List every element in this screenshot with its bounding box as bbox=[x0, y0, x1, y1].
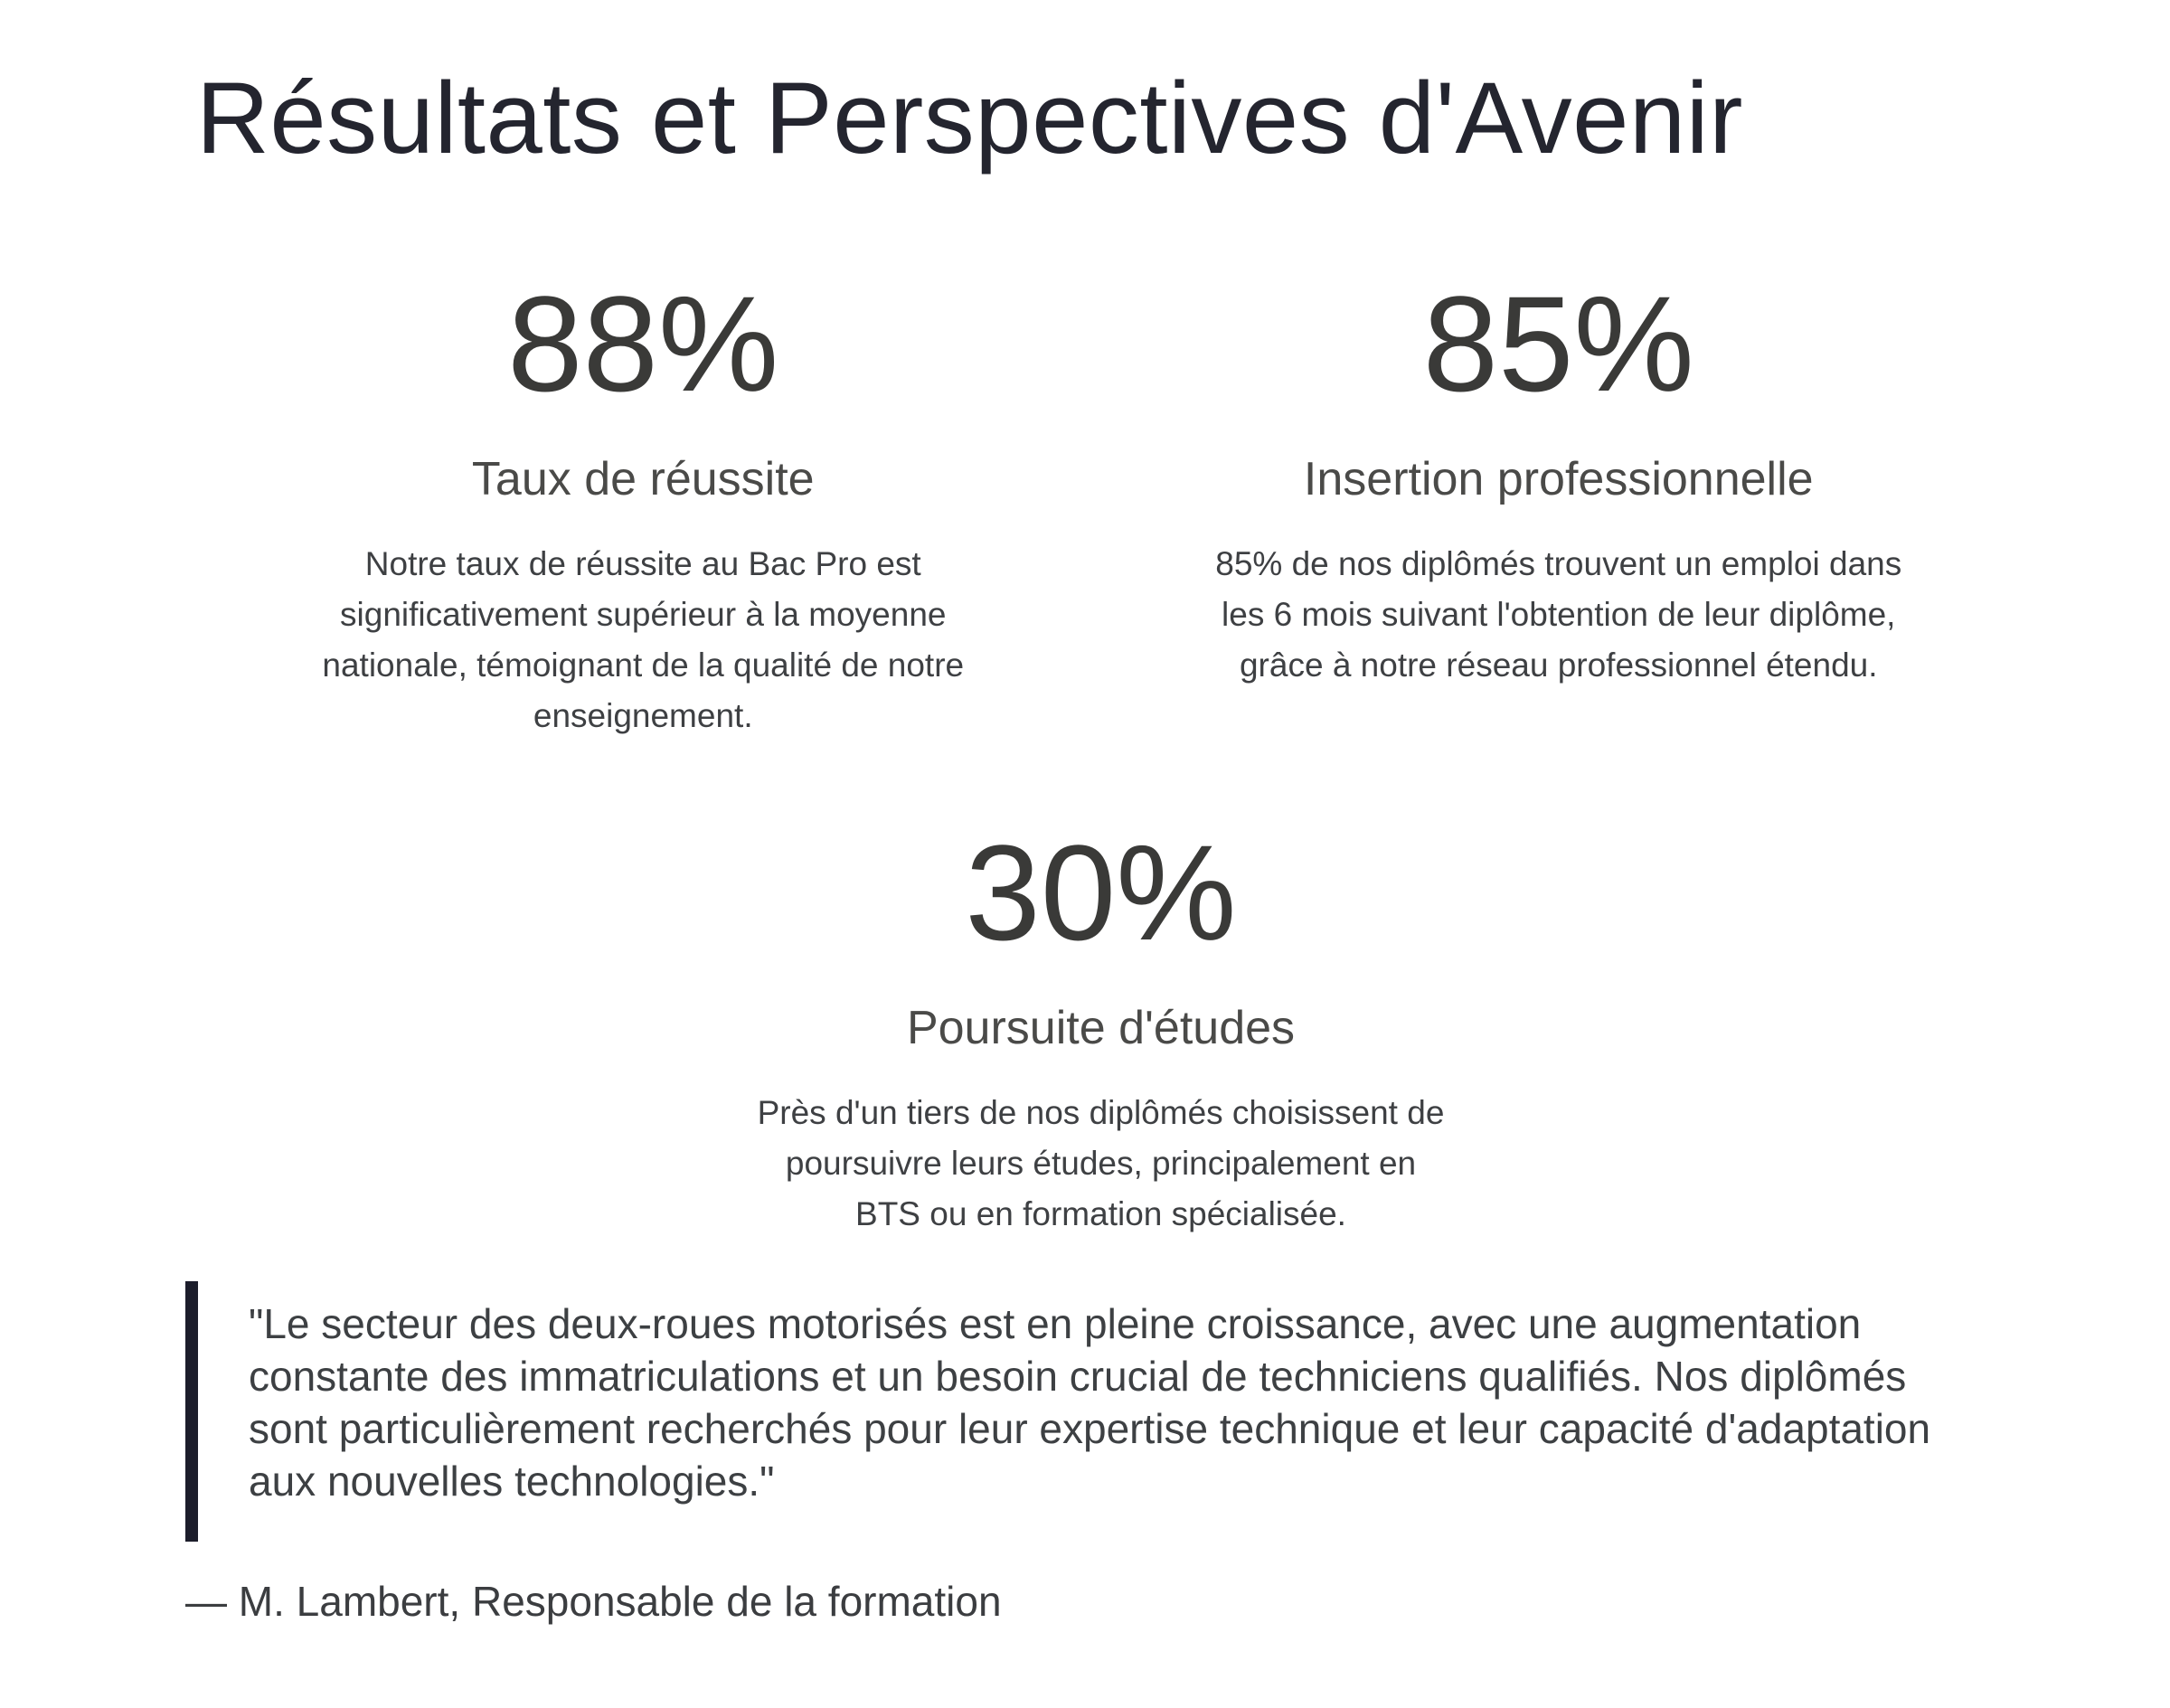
stat-description-taux-de-reussite: Notre taux de réussite au Bac Pro est sig… bbox=[322, 545, 965, 734]
stats-row-top: 88% Taux de réussite Notre taux de réuss… bbox=[185, 274, 2016, 741]
stats-row-bottom: 30% Poursuite d'études Près d'un tiers d… bbox=[185, 823, 2016, 1240]
stat-label-poursuite-detudes: Poursuite d'études bbox=[906, 1002, 1296, 1054]
stat-label-taux-de-reussite: Taux de réussite bbox=[471, 453, 815, 505]
stat-value-poursuite-detudes: 30% bbox=[965, 816, 1237, 968]
quote-block: "Le secteur des deux-roues motorisés est… bbox=[185, 1281, 2016, 1542]
stat-description-insertion-professionnelle: 85% de nos diplômés trouvent un emploi d… bbox=[1215, 545, 1902, 684]
stat-insertion-professionnelle: 85% Insertion professionnelle 85% de nos… bbox=[1101, 274, 2017, 741]
stat-value-insertion-professionnelle: 85% bbox=[1422, 268, 1694, 420]
stat-label-insertion-professionnelle: Insertion professionnelle bbox=[1303, 453, 1814, 505]
stat-taux-de-reussite: 88% Taux de réussite Notre taux de réuss… bbox=[185, 274, 1101, 741]
stat-value-taux-de-reussite: 88% bbox=[507, 268, 779, 420]
quote-text: "Le secteur des deux-roues motorisés est… bbox=[249, 1300, 1931, 1505]
quote-attribution: — M. Lambert, Responsable de la formatio… bbox=[185, 1578, 1002, 1625]
stat-description-poursuite-detudes: Près d'un tiers de nos diplômés choisiss… bbox=[757, 1094, 1445, 1232]
page-title: Résultats et Perspectives d'Avenir bbox=[196, 61, 1743, 175]
stat-poursuite-detudes: 30% Poursuite d'études Près d'un tiers d… bbox=[185, 823, 2016, 1240]
